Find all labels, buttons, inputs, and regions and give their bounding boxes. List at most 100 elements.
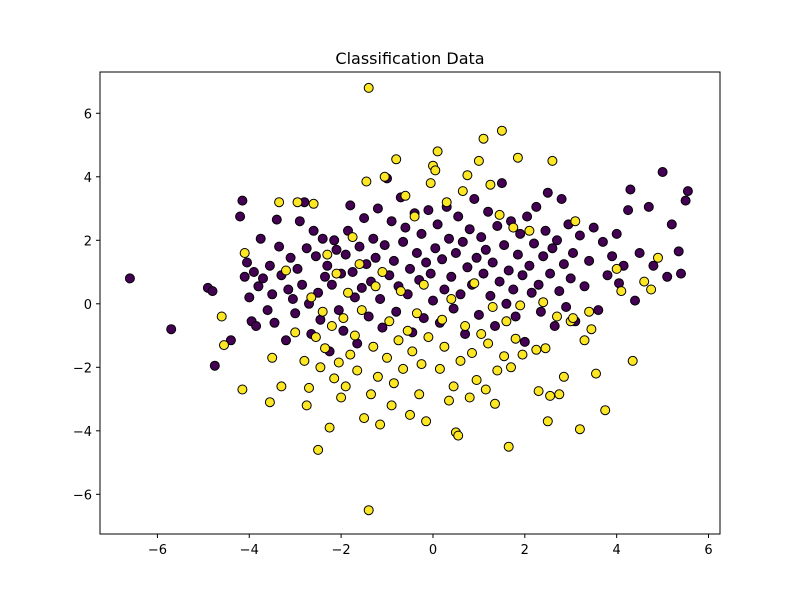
point-class-1 [510, 333, 521, 344]
point-class-1 [554, 389, 565, 400]
point-class-0 [235, 211, 246, 222]
point-class-1 [237, 384, 248, 395]
point-class-1 [506, 362, 516, 373]
plot-area-frame [99, 71, 721, 535]
point-class-1 [386, 400, 397, 411]
point-class-1 [388, 378, 399, 389]
point-class-1 [345, 349, 356, 360]
point-class-0 [437, 254, 448, 265]
point-class-1 [290, 327, 301, 338]
point-class-0 [483, 206, 494, 217]
x-axis: −6 −4 −2 0 2 4 6 [148, 534, 713, 558]
point-class-0 [244, 292, 255, 303]
point-class-1 [584, 306, 595, 317]
point-class-1 [338, 313, 349, 324]
point-class-1 [448, 381, 459, 392]
point-class-1 [441, 197, 452, 208]
point-class-0 [320, 271, 330, 282]
point-class-1 [219, 340, 229, 351]
point-class-1 [317, 306, 328, 317]
point-class-1 [310, 332, 321, 343]
point-class-0 [531, 201, 542, 212]
point-class-0 [524, 260, 535, 271]
point-class-0 [643, 201, 654, 212]
point-class-1 [363, 505, 374, 516]
y-tick-label: −6 [73, 488, 92, 503]
point-class-0 [326, 279, 337, 290]
point-class-0 [462, 262, 473, 273]
point-class-1 [533, 386, 544, 397]
point-class-1 [467, 348, 477, 358]
point-class-0 [453, 211, 464, 222]
point-class-0 [308, 225, 319, 236]
point-class-0 [473, 309, 484, 320]
point-class-1 [331, 268, 342, 279]
point-class-1 [437, 314, 448, 325]
point-class-1 [457, 186, 468, 197]
point-class-0 [372, 203, 383, 214]
point-class-0 [611, 228, 622, 239]
point-class-1 [402, 325, 413, 336]
point-class-0 [255, 233, 266, 244]
point-class-0 [375, 294, 386, 304]
point-class-0 [281, 335, 291, 346]
point-class-0 [329, 235, 340, 246]
point-class-1 [545, 390, 556, 401]
point-class-1 [446, 294, 457, 304]
point-class-1 [363, 82, 374, 93]
point-class-1 [382, 352, 392, 363]
point-class-0 [290, 308, 301, 319]
point-class-0 [292, 263, 303, 274]
point-class-0 [283, 284, 294, 295]
point-class-1 [333, 357, 344, 368]
point-class-1 [407, 346, 418, 357]
point-class-1 [281, 265, 291, 276]
point-class-1 [494, 209, 505, 220]
point-class-0 [225, 335, 236, 346]
point-class-0 [519, 336, 530, 347]
point-class-0 [526, 287, 537, 298]
point-class-1 [343, 287, 353, 298]
point-class-1 [432, 146, 443, 157]
point-class-1 [320, 343, 330, 354]
point-class-0 [457, 236, 468, 247]
point-class-0 [354, 241, 365, 252]
point-class-0 [492, 221, 503, 231]
point-class-0 [418, 313, 429, 324]
point-class-0 [388, 255, 399, 266]
point-class-1 [398, 363, 409, 374]
point-class-1 [409, 211, 420, 222]
point-class-1 [485, 179, 496, 190]
y-tick-label: 2 [84, 234, 92, 249]
point-class-0 [386, 216, 397, 227]
point-class-0 [322, 260, 333, 271]
point-class-1 [503, 441, 514, 452]
point-class-0 [558, 259, 569, 270]
point-class-1 [391, 154, 402, 165]
point-class-1 [586, 324, 597, 335]
point-class-0 [538, 251, 549, 262]
point-class-0 [411, 248, 422, 258]
point-class-0 [662, 271, 673, 282]
point-class-0 [623, 205, 634, 216]
point-class-1 [591, 368, 601, 379]
point-class-1 [216, 311, 227, 322]
point-class-1 [354, 259, 365, 270]
point-class-0 [657, 167, 668, 177]
point-class-1 [540, 343, 551, 354]
point-class-1 [439, 341, 450, 352]
point-class-1 [356, 305, 367, 316]
point-class-0 [682, 186, 693, 197]
y-tick-label: −2 [73, 361, 92, 376]
point-class-0 [356, 282, 367, 293]
point-class-1 [306, 292, 317, 303]
point-class-0 [363, 311, 374, 322]
point-class-1 [405, 409, 415, 420]
point-class-1 [639, 276, 650, 287]
point-class-1 [552, 311, 562, 322]
point-class-1 [469, 278, 480, 289]
point-class-0 [499, 240, 510, 251]
point-class-1 [377, 267, 388, 277]
point-class-1 [414, 389, 425, 400]
